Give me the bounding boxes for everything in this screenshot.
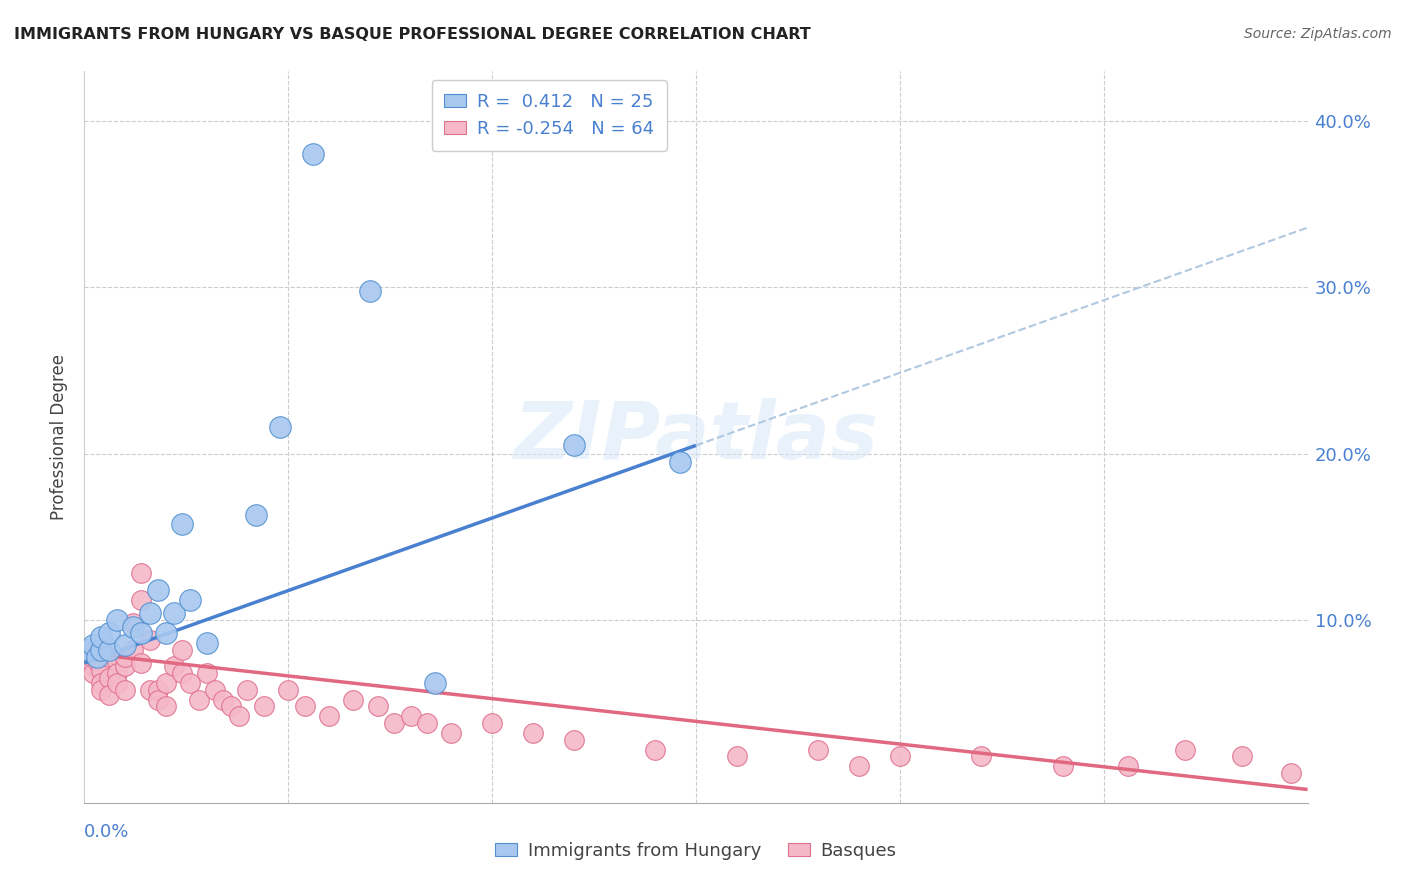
Point [342,692,364,706]
Point [301,147,323,161]
Point [97,688,120,702]
Point [90,676,112,690]
Point [440,726,463,740]
Text: 0.0%: 0.0% [84,823,129,841]
Point [889,749,911,764]
Point [219,699,242,714]
Point [1174,742,1197,756]
Text: IMMIGRANTS FROM HUNGARY VS BASQUE PROFESSIONAL DEGREE CORRELATION CHART: IMMIGRANTS FROM HUNGARY VS BASQUE PROFES… [14,27,811,42]
Point [807,742,830,756]
Point [359,284,381,298]
Point [77,649,100,664]
Point [644,742,666,756]
Point [187,692,209,706]
Point [122,619,145,633]
Point [970,749,993,764]
Point [114,649,136,664]
Point [105,676,128,690]
Point [155,626,177,640]
Y-axis label: Professional Degree: Professional Degree [51,354,69,520]
Point [382,716,405,731]
Point [1232,749,1254,764]
Point [82,659,104,673]
Point [90,682,112,697]
Point [131,626,153,640]
Point [212,692,235,706]
Point [423,676,446,690]
Point [1279,765,1302,780]
Point [195,666,218,681]
Point [138,607,160,621]
Point [163,607,186,621]
Point [277,682,299,697]
Point [90,663,112,677]
Point [105,655,128,669]
Point [114,638,136,652]
Point [122,616,145,631]
Point [131,566,153,581]
Point [294,699,316,714]
Point [97,626,120,640]
Point [97,643,120,657]
Point [86,649,108,664]
Point [138,632,160,647]
Point [146,682,169,697]
Point [114,682,136,697]
Point [269,420,291,434]
Point [122,643,145,657]
Point [1052,759,1074,773]
Point [97,649,120,664]
Point [82,666,104,681]
Point [90,643,112,657]
Point [228,709,250,723]
Point [82,643,104,657]
Point [90,630,112,644]
Point [163,659,186,673]
Point [562,732,585,747]
Point [172,666,194,681]
Point [253,699,276,714]
Point [1116,759,1139,773]
Point [522,726,544,740]
Legend: Immigrants from Hungary, Basques: Immigrants from Hungary, Basques [488,835,904,867]
Point [179,676,201,690]
Point [725,749,748,764]
Point [146,582,169,597]
Point [131,593,153,607]
Point [155,699,177,714]
Point [179,593,201,607]
Point [82,638,104,652]
Point [668,455,690,469]
Point [146,692,169,706]
Point [172,643,194,657]
Point [76,655,98,669]
Point [236,682,259,697]
Point [131,656,153,670]
Point [204,682,226,697]
Point [172,516,194,531]
Point [318,709,340,723]
Text: Source: ZipAtlas.com: Source: ZipAtlas.com [1244,27,1392,41]
Point [155,676,177,690]
Point [848,759,870,773]
Point [416,716,439,731]
Point [138,682,160,697]
Point [245,508,267,523]
Point [105,666,128,681]
Point [114,659,136,673]
Point [562,438,585,452]
Text: ZIPatlas: ZIPatlas [513,398,879,476]
Point [86,655,108,669]
Point [105,613,128,627]
Point [367,699,389,714]
Point [481,716,503,731]
Point [77,643,100,657]
Point [97,671,120,685]
Point [195,636,218,650]
Point [399,709,422,723]
